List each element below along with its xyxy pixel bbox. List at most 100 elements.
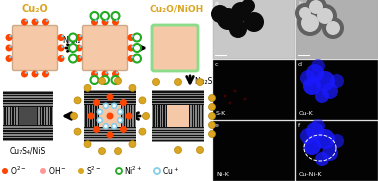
Circle shape: [131, 56, 134, 58]
Text: Cu₂O/NiOH: Cu₂O/NiOH: [150, 5, 204, 14]
Circle shape: [306, 64, 324, 82]
Bar: [155, 105, 156, 127]
Bar: [3, 138, 53, 140]
Bar: [52, 107, 53, 125]
Bar: [44, 107, 45, 125]
Circle shape: [61, 35, 64, 37]
Text: c: c: [215, 62, 218, 67]
Bar: [3, 104, 53, 106]
Text: S-K: S-K: [216, 111, 226, 116]
Bar: [84, 136, 136, 137]
Circle shape: [244, 12, 264, 32]
Bar: [127, 105, 129, 127]
Bar: [18, 107, 19, 125]
Circle shape: [79, 35, 82, 37]
Bar: [84, 137, 136, 138]
Circle shape: [25, 19, 27, 22]
Circle shape: [102, 71, 108, 77]
FancyBboxPatch shape: [12, 26, 57, 71]
Bar: [122, 105, 124, 127]
Bar: [3, 91, 53, 141]
Circle shape: [78, 168, 84, 174]
Bar: [96, 105, 98, 127]
Bar: [84, 91, 136, 92]
Circle shape: [197, 146, 203, 153]
Circle shape: [229, 20, 247, 38]
Bar: [296, 121, 378, 181]
Circle shape: [6, 45, 12, 52]
Circle shape: [91, 18, 98, 26]
Circle shape: [105, 71, 108, 74]
Circle shape: [57, 55, 65, 62]
Text: O$^{2-}$: O$^{2-}$: [9, 165, 26, 177]
Circle shape: [98, 109, 102, 114]
Circle shape: [154, 168, 160, 174]
Circle shape: [31, 18, 39, 26]
Circle shape: [322, 17, 344, 39]
Circle shape: [61, 56, 64, 58]
Circle shape: [131, 45, 134, 48]
Bar: [3, 140, 53, 141]
Bar: [84, 134, 136, 136]
Bar: [152, 127, 204, 128]
Bar: [152, 141, 204, 142]
Bar: [37, 107, 38, 125]
Circle shape: [42, 71, 49, 77]
Bar: [84, 127, 136, 128]
Bar: [50, 107, 52, 125]
Circle shape: [91, 71, 98, 77]
Bar: [213, 0, 295, 59]
Bar: [41, 107, 42, 125]
Bar: [157, 105, 158, 127]
Circle shape: [112, 103, 117, 108]
Bar: [84, 90, 136, 91]
Circle shape: [94, 71, 97, 74]
Bar: [164, 105, 166, 127]
Circle shape: [127, 45, 135, 52]
Text: Cu-K: Cu-K: [299, 111, 314, 116]
Circle shape: [107, 94, 113, 100]
Bar: [167, 105, 189, 127]
Text: S$^{2-}$: S$^{2-}$: [85, 165, 101, 177]
Text: Cu-Ni-K: Cu-Ni-K: [299, 172, 322, 177]
Circle shape: [118, 118, 123, 123]
Bar: [11, 107, 12, 125]
Circle shape: [107, 132, 113, 138]
Circle shape: [76, 55, 82, 62]
Circle shape: [90, 12, 99, 20]
Text: Na₂S: Na₂S: [194, 77, 212, 85]
Text: e: e: [215, 123, 219, 128]
Bar: [3, 125, 53, 126]
Circle shape: [103, 124, 108, 129]
Circle shape: [139, 97, 146, 104]
Circle shape: [217, 8, 239, 30]
Bar: [98, 105, 99, 127]
Text: a: a: [215, 1, 219, 6]
Bar: [152, 96, 204, 98]
Bar: [84, 104, 136, 105]
Bar: [156, 105, 157, 127]
Bar: [84, 94, 136, 95]
Bar: [84, 131, 136, 132]
Text: f: f: [298, 123, 300, 128]
Bar: [4, 107, 6, 125]
Bar: [10, 107, 11, 125]
Circle shape: [57, 45, 65, 52]
Bar: [12, 107, 14, 125]
Bar: [161, 105, 162, 127]
Bar: [3, 95, 53, 96]
Circle shape: [31, 71, 39, 77]
Bar: [3, 132, 53, 133]
Bar: [201, 105, 203, 127]
Circle shape: [118, 109, 123, 114]
Bar: [189, 105, 190, 127]
Circle shape: [315, 89, 329, 103]
Bar: [6, 107, 7, 125]
Text: Cu₂O: Cu₂O: [22, 4, 48, 14]
Bar: [152, 129, 204, 131]
Circle shape: [322, 83, 338, 99]
Bar: [152, 98, 204, 99]
Circle shape: [209, 104, 215, 110]
Bar: [152, 90, 204, 142]
Bar: [19, 107, 37, 125]
